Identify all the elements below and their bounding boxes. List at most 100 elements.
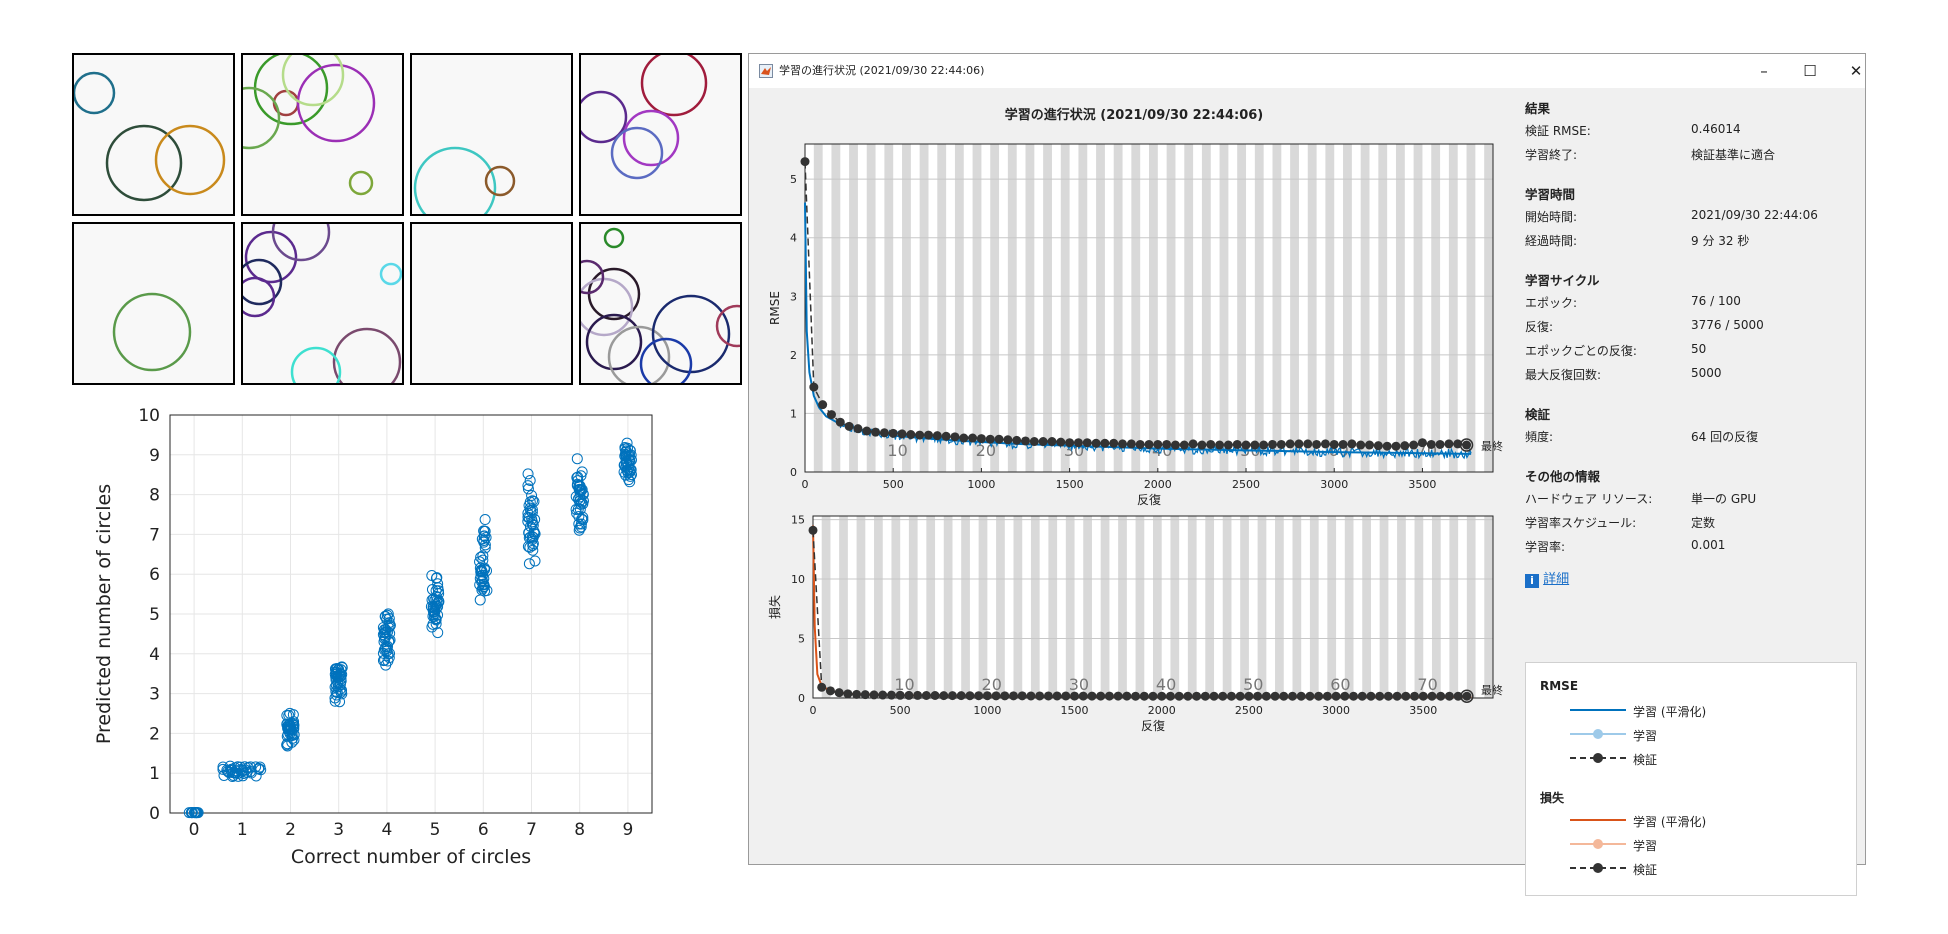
validation-point [825, 686, 835, 696]
validation-point [1135, 439, 1145, 449]
validation-point [895, 690, 905, 700]
epoch-band [1344, 516, 1354, 698]
epoch-band [1083, 516, 1092, 698]
validation-point [1261, 691, 1271, 701]
validation-point [1009, 691, 1019, 701]
circle [581, 259, 605, 295]
final-label: 最終 [1481, 439, 1503, 453]
data-point [377, 622, 389, 634]
validation-point [1426, 439, 1436, 449]
data-point [433, 588, 445, 600]
freq-value: 64 回の反復 [1691, 430, 1759, 444]
data-point [221, 764, 233, 776]
validation-point [1276, 439, 1286, 449]
data-point [522, 480, 534, 492]
validation-point [1026, 691, 1036, 701]
circle [603, 227, 625, 249]
validation-point [1320, 439, 1330, 449]
data-point [384, 620, 396, 632]
validation-point [991, 691, 1001, 701]
validation-point [1296, 691, 1306, 701]
validation-point [1157, 691, 1167, 701]
epoch-band [1240, 516, 1249, 698]
data-point [475, 564, 487, 576]
validation-point [1218, 691, 1228, 701]
data-point [378, 633, 390, 645]
legend-loss-raw-label: 学習 [1633, 839, 1658, 853]
x-tick-label: 3000 [1322, 704, 1350, 717]
validation-point [1017, 691, 1027, 701]
epoch-band [978, 516, 988, 698]
validation-point [1235, 691, 1245, 701]
validation-point [1165, 691, 1175, 701]
maximize-button[interactable]: ☐ [1803, 62, 1817, 80]
validation-point [976, 434, 986, 444]
validation-point [886, 690, 896, 700]
progress-panel: 学習の進行状況 (2021/09/30 22:44:06) 0 1 2 3 4 5 0 500… [749, 88, 1865, 896]
validation-point [1061, 691, 1071, 701]
validation-point [1383, 691, 1393, 701]
legend-box: RMSE 学習 (平滑化) 学習 検証 損失 学習 (平滑化) 学習 検証 [1525, 662, 1857, 896]
x-tick-label: 0 [810, 704, 817, 717]
validation-point [1409, 440, 1419, 450]
validation-point [1418, 691, 1428, 701]
validation-point [974, 691, 984, 701]
data-point [527, 531, 539, 543]
freq-label: 頻度: [1525, 430, 1554, 444]
y-tick-label: 3 [790, 290, 797, 303]
epoch-band [1448, 144, 1458, 472]
y-tick-label: 2 [790, 349, 797, 362]
data-point [479, 525, 491, 537]
details-link-label: 詳細 [1543, 572, 1570, 587]
validation-point [869, 690, 879, 700]
epoch-band [1343, 144, 1352, 472]
circle [290, 346, 342, 383]
x-tick-label: 4 [381, 820, 392, 840]
loss-plot: 0 5 10 15 0 500 1000 1500 2000 2500 3000 3500 10 20 30… [767, 514, 1503, 733]
epoch-band [1078, 144, 1088, 472]
validation-point [1373, 441, 1383, 451]
epoch-band [1170, 516, 1180, 698]
epoch-band [1030, 516, 1040, 698]
validation-point [1012, 435, 1022, 445]
validation-point [1223, 440, 1233, 450]
validation-point [994, 434, 1004, 444]
validation-point [1391, 441, 1401, 451]
validation-point [826, 410, 836, 420]
circle [243, 276, 276, 318]
lr-value: 0.001 [1691, 538, 1726, 552]
data-point [284, 728, 296, 740]
epoch-band [821, 516, 831, 698]
window-title: 学習の進行状況 (2021/09/30 22:44:06) [779, 64, 985, 77]
validation-point [1322, 691, 1332, 701]
epoch-band [1007, 144, 1017, 472]
epoch-label: 20 [982, 675, 1002, 694]
axes-box [804, 143, 1494, 473]
y-axis-label: Predicted number of circles [93, 484, 115, 744]
image-frame [579, 53, 742, 216]
close-button[interactable]: ✕ [1849, 62, 1863, 80]
elapsed-value: 9 分 32 秒 [1691, 234, 1750, 248]
data-point [282, 722, 294, 734]
image-frame [241, 53, 404, 216]
data-point [481, 565, 493, 577]
details-link[interactable]: i 詳細 [1525, 568, 1569, 588]
x-tick-label: 2500 [1232, 478, 1260, 491]
epoch-band [1272, 144, 1282, 472]
data-point [575, 498, 587, 510]
data-point [476, 566, 488, 578]
epoch-band [1201, 144, 1211, 472]
validation-point [1287, 691, 1297, 701]
data-point [624, 470, 636, 482]
data-point [284, 719, 296, 731]
circle-image [241, 53, 404, 216]
validation-point [1356, 440, 1366, 450]
validation-point [1417, 438, 1427, 448]
minimize-button[interactable]: – [1760, 62, 1768, 80]
data-point [381, 645, 393, 657]
data-point [478, 530, 490, 542]
data-point [331, 687, 343, 699]
y-tick-label: 3 [149, 685, 160, 705]
x-tick-label: 7 [526, 820, 537, 840]
y-tick-label: 1 [790, 407, 797, 420]
